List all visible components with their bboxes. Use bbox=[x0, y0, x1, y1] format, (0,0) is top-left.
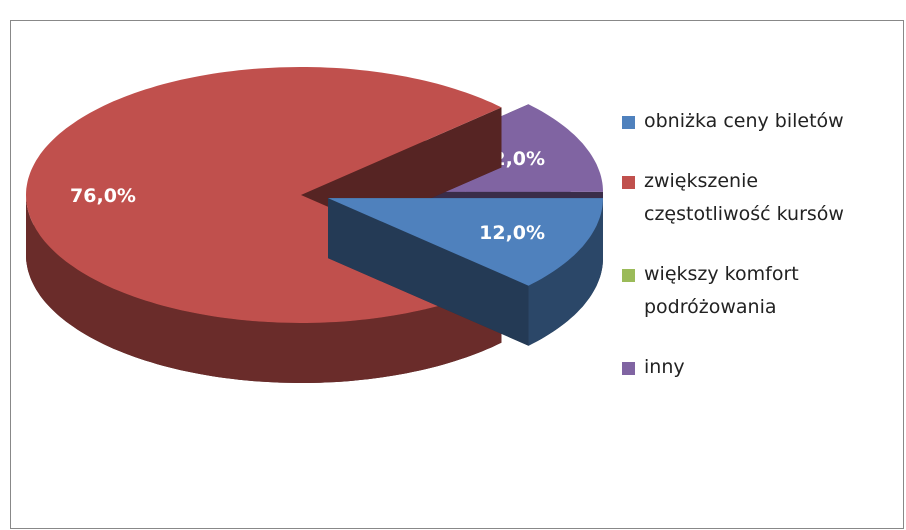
legend-item: zwiększenie częstotliwość kursów bbox=[622, 165, 862, 231]
slice-top bbox=[328, 198, 603, 286]
slice-wall bbox=[528, 198, 603, 346]
legend-item: obniżka ceny biletów bbox=[622, 105, 862, 138]
legend-label: zwiększenie częstotliwość kursów bbox=[644, 170, 844, 225]
legend-swatch bbox=[622, 176, 635, 189]
legend-item: większy komfort podróżowania bbox=[622, 258, 862, 324]
slice bbox=[328, 198, 603, 346]
data-label: 76,0% bbox=[70, 185, 136, 207]
legend-swatch bbox=[622, 116, 635, 129]
legend-label: większy komfort podróżowania bbox=[644, 263, 799, 318]
data-label: 12,0% bbox=[479, 222, 545, 244]
legend: obniżka ceny biletów zwiększenie częstotl… bbox=[622, 105, 862, 411]
legend-swatch bbox=[622, 362, 635, 375]
slice-side bbox=[328, 198, 529, 346]
legend-label: obniżka ceny biletów bbox=[644, 110, 844, 132]
legend-label: inny bbox=[644, 356, 685, 378]
chart-frame bbox=[10, 20, 904, 529]
legend-item: inny bbox=[622, 351, 862, 384]
legend-swatch bbox=[622, 269, 635, 282]
slice-wall bbox=[26, 195, 502, 383]
